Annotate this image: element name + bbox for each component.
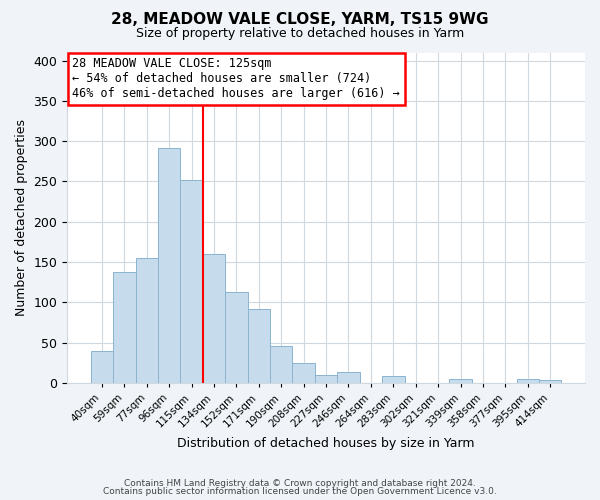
Bar (382, 376, 404, 383)
Bar (158, 148, 181, 383)
Text: 28 MEADOW VALE CLOSE: 125sqm
← 54% of detached houses are smaller (724)
46% of s: 28 MEADOW VALE CLOSE: 125sqm ← 54% of de… (73, 58, 400, 100)
Bar (292, 362, 315, 383)
Bar (517, 379, 539, 383)
Text: Contains public sector information licensed under the Open Government Licence v3: Contains public sector information licen… (103, 488, 497, 496)
Bar (225, 292, 248, 383)
Bar (449, 379, 472, 383)
Bar (91, 350, 113, 383)
Bar (315, 374, 337, 383)
Text: Size of property relative to detached houses in Yarm: Size of property relative to detached ho… (136, 28, 464, 40)
Bar (270, 346, 292, 383)
Text: 28, MEADOW VALE CLOSE, YARM, TS15 9WG: 28, MEADOW VALE CLOSE, YARM, TS15 9WG (111, 12, 489, 28)
Bar (337, 372, 360, 383)
Bar (203, 254, 225, 383)
Bar (136, 258, 158, 383)
Bar (248, 308, 270, 383)
Y-axis label: Number of detached properties: Number of detached properties (15, 119, 28, 316)
Bar (113, 272, 136, 383)
Text: Contains HM Land Registry data © Crown copyright and database right 2024.: Contains HM Land Registry data © Crown c… (124, 478, 476, 488)
Bar (539, 380, 562, 383)
Bar (181, 180, 203, 383)
X-axis label: Distribution of detached houses by size in Yarm: Distribution of detached houses by size … (178, 437, 475, 450)
